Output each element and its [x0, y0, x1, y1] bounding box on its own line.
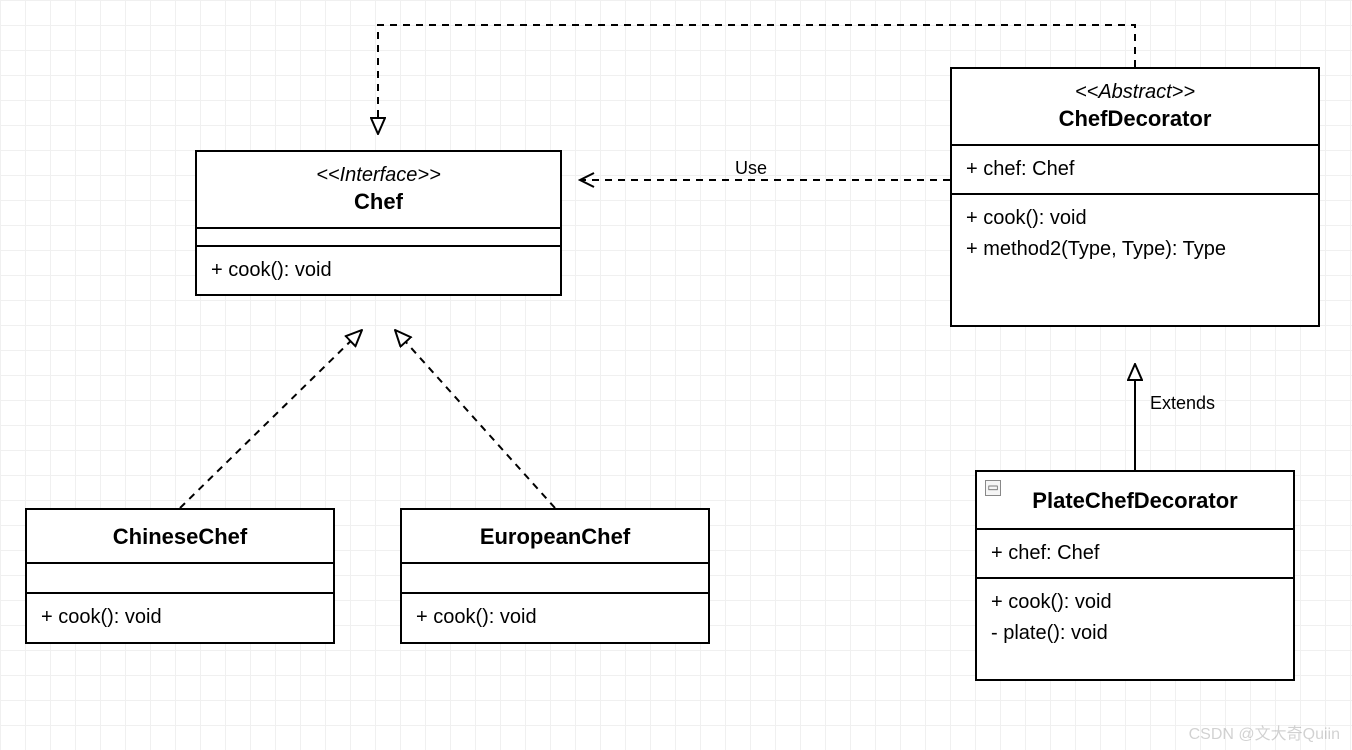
- class-chinese-chef-header: ChineseChef: [27, 510, 333, 564]
- class-chef-decorator-operations: + cook(): void + method2(Type, Type): Ty…: [952, 195, 1318, 325]
- class-plate-chef-decorator-name: PlateChefDecorator: [991, 488, 1279, 514]
- class-chinese-chef-op-0: + cook(): void: [41, 602, 319, 633]
- class-chinese-chef-attributes: [27, 564, 333, 594]
- class-chef-stereotype: <<Interface>>: [211, 164, 546, 187]
- class-chef-op-0: + cook(): void: [211, 255, 546, 286]
- class-chef-decorator-name: ChefDecorator: [966, 106, 1304, 132]
- class-chinese-chef-operations: + cook(): void: [27, 594, 333, 642]
- class-plate-chef-decorator-op-0: + cook(): void: [991, 587, 1279, 618]
- class-plate-chef-decorator[interactable]: ▭ PlateChefDecorator + chef: Chef + cook…: [975, 470, 1295, 681]
- class-chef-header: <<Interface>> Chef: [197, 152, 560, 229]
- class-plate-chef-decorator-op-1: - plate(): void: [991, 618, 1279, 649]
- class-chinese-chef[interactable]: ChineseChef + cook(): void: [25, 508, 335, 644]
- class-european-chef-header: EuropeanChef: [402, 510, 708, 564]
- class-chef-attributes: [197, 229, 560, 247]
- class-european-chef-operations: + cook(): void: [402, 594, 708, 642]
- watermark-text: CSDN @文大奇Quiin: [1189, 720, 1340, 744]
- edge-chinese-implements-chef: [180, 330, 362, 508]
- edge-label-extends: Extends: [1150, 393, 1215, 414]
- class-european-chef-attributes: [402, 564, 708, 594]
- collapse-icon[interactable]: ▭: [985, 480, 1001, 496]
- class-chef-decorator-op-0: + cook(): void: [966, 203, 1304, 234]
- class-chef-decorator-op-1: + method2(Type, Type): Type: [966, 234, 1304, 265]
- class-european-chef-op-0: + cook(): void: [416, 602, 694, 633]
- class-chef-name: Chef: [211, 189, 546, 215]
- class-chef-decorator-attributes: + chef: Chef: [952, 146, 1318, 195]
- edge-european-implements-chef: [395, 330, 555, 508]
- class-chef-operations: + cook(): void: [197, 247, 560, 294]
- class-plate-chef-decorator-attr-0: + chef: Chef: [991, 538, 1279, 569]
- class-plate-chef-decorator-header: ▭ PlateChefDecorator: [977, 472, 1293, 530]
- class-chinese-chef-name: ChineseChef: [41, 524, 319, 550]
- class-european-chef[interactable]: EuropeanChef + cook(): void: [400, 508, 710, 644]
- class-chef-decorator-stereotype: <<Abstract>>: [966, 81, 1304, 104]
- class-chef-decorator-header: <<Abstract>> ChefDecorator: [952, 69, 1318, 146]
- class-chef-decorator-attr-0: + chef: Chef: [966, 154, 1304, 185]
- edge-label-use: Use: [735, 158, 767, 179]
- class-chef[interactable]: <<Interface>> Chef + cook(): void: [195, 150, 562, 296]
- class-chef-decorator[interactable]: <<Abstract>> ChefDecorator + chef: Chef …: [950, 67, 1320, 327]
- class-plate-chef-decorator-attributes: + chef: Chef: [977, 530, 1293, 579]
- class-plate-chef-decorator-operations: + cook(): void - plate(): void: [977, 579, 1293, 679]
- class-european-chef-name: EuropeanChef: [416, 524, 694, 550]
